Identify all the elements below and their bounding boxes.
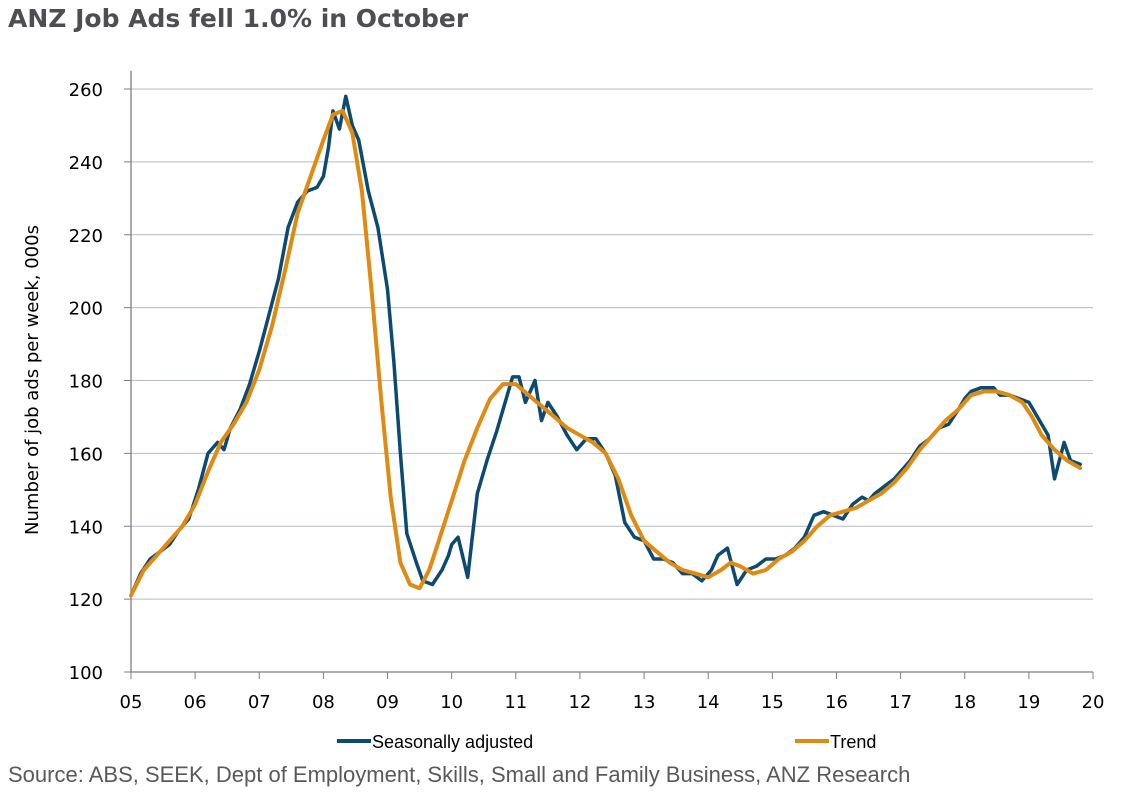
axes <box>124 70 1094 679</box>
series-line-seasonally-adjusted <box>129 94 1082 598</box>
x-tick-label: 07 <box>248 692 271 713</box>
y-tick-label: 240 <box>69 153 103 174</box>
x-tick-label: 13 <box>633 692 656 713</box>
x-tick-label: 18 <box>953 692 976 713</box>
legend-label-trend: Trend <box>830 732 876 752</box>
x-tick-label: 15 <box>761 692 784 713</box>
x-tick-label: 12 <box>568 692 591 713</box>
series-line-trend <box>129 108 1083 598</box>
x-tick-label: 17 <box>889 692 912 713</box>
legend: Seasonally adjusted Trend <box>337 732 876 752</box>
gridlines <box>131 88 1093 600</box>
chart-title: ANZ Job Ads fell 1.0% in October <box>8 4 469 33</box>
x-tick-label: 10 <box>440 692 463 713</box>
y-tick-labels: 100 120 140 160 180 200 220 240 260 <box>69 80 103 684</box>
y-tick-label: 100 <box>69 663 103 684</box>
legend-label-seasonally-adjusted: Seasonally adjusted <box>372 732 533 752</box>
x-tick-label: 14 <box>697 692 720 713</box>
y-tick-label: 180 <box>69 372 103 393</box>
line-chart: 100 120 140 160 180 200 220 240 260 05 06 07 08 09 10… <box>22 70 1105 752</box>
x-tick-label: 08 <box>312 692 335 713</box>
x-tick-label: 06 <box>184 692 207 713</box>
y-tick-label: 220 <box>69 226 103 247</box>
x-tick-labels: 05 06 07 08 09 10 11 12 13 14 15 16 17 18 19 20 <box>120 692 1105 713</box>
source-note: Source: ABS, SEEK, Dept of Employment, S… <box>8 762 911 787</box>
x-tick-label: 09 <box>376 692 399 713</box>
y-axis-label: Number of job ads per week, 000s <box>22 225 43 535</box>
y-tick-label: 120 <box>69 590 103 611</box>
y-tick-label: 260 <box>69 80 103 101</box>
y-tick-label: 200 <box>69 299 103 320</box>
y-tick-label: 140 <box>69 517 103 538</box>
series-lines <box>129 94 1083 598</box>
x-tick-label: 19 <box>1017 692 1040 713</box>
y-tick-label: 160 <box>69 444 103 465</box>
x-tick-label: 11 <box>504 692 527 713</box>
x-tick-label: 16 <box>825 692 848 713</box>
x-tick-label: 20 <box>1082 692 1105 713</box>
x-tick-label: 05 <box>120 692 143 713</box>
